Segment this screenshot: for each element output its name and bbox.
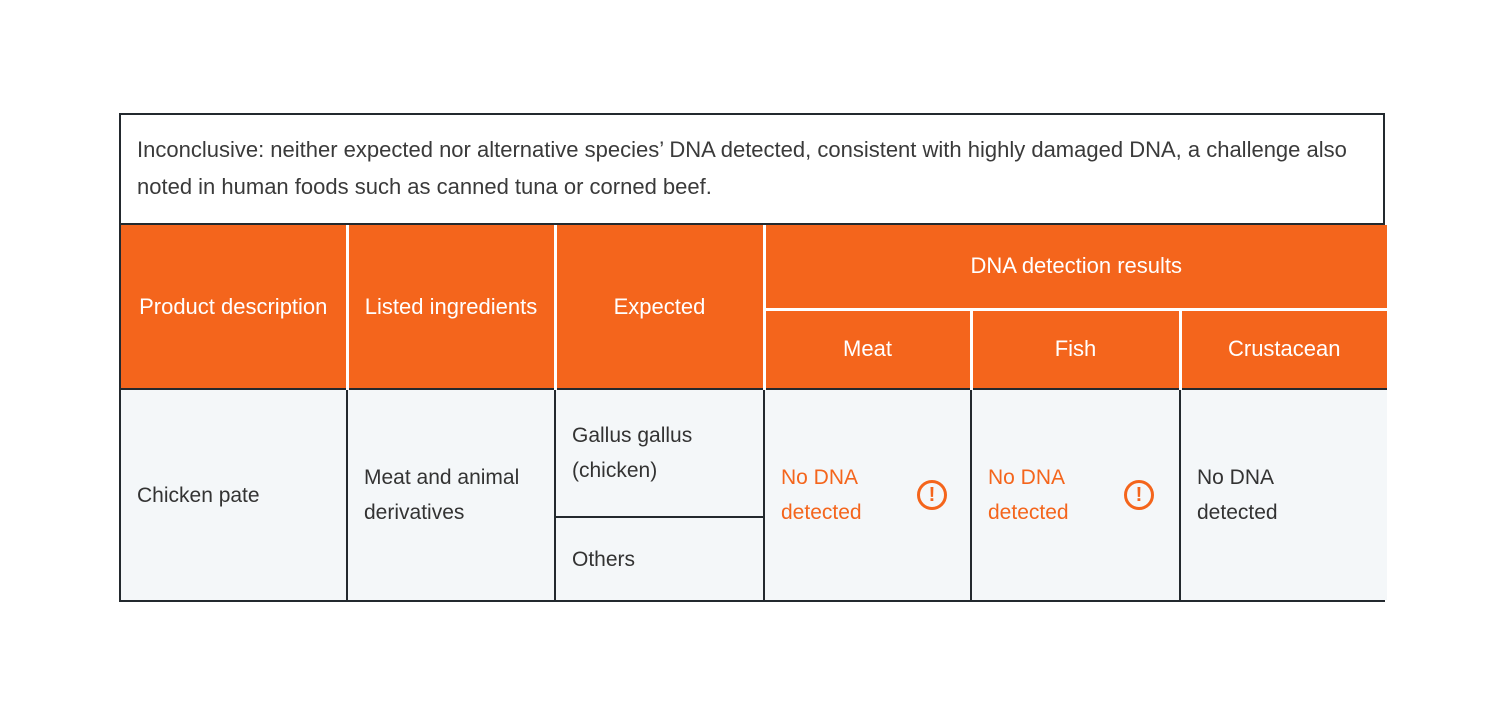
- warning-glyph: !: [1135, 484, 1143, 506]
- crustacean-result-text: No DNA detected: [1197, 466, 1278, 524]
- col-header-crustacean: Crustacean: [1178, 309, 1387, 389]
- table-header: Product description Listed ingredients E…: [121, 225, 1387, 389]
- dna-results-table: Product description Listed ingredients E…: [121, 225, 1387, 600]
- col-header-meat: Meat: [762, 309, 971, 389]
- cell-listed-ingredients: Meat and animal derivatives: [346, 388, 556, 600]
- cell-meat-result: No DNA detected !: [763, 388, 972, 600]
- table-row: Others: [121, 516, 1387, 600]
- cell-fish-result: No DNA detected !: [970, 388, 1181, 600]
- fish-result-text: No DNA detected: [988, 466, 1069, 524]
- fish-result-content: No DNA detected !: [988, 460, 1163, 530]
- cell-expected-primary: Gallus gallus (chicken): [554, 388, 765, 517]
- col-header-listed-ingredients: Listed ingredients: [345, 225, 555, 389]
- warning-icon: !: [917, 480, 947, 510]
- meat-result-content: No DNA detected !: [781, 460, 954, 530]
- meat-result-text: No DNA detected: [781, 466, 862, 524]
- cell-product-description: Chicken pate: [121, 388, 348, 600]
- col-header-fish: Fish: [969, 309, 1180, 389]
- col-header-product-description: Product description: [121, 225, 347, 389]
- results-panel: Inconclusive: neither expected nor alter…: [119, 113, 1387, 602]
- col-header-dna-detection-results: DNA detection results: [762, 225, 1387, 311]
- col-header-expected: Expected: [553, 225, 764, 389]
- warning-icon: !: [1124, 480, 1154, 510]
- table-row: Chicken pate Meat and animal derivatives…: [121, 388, 1387, 600]
- inconclusive-note: Inconclusive: neither expected nor alter…: [121, 115, 1383, 225]
- crustacean-result-content: No DNA detected: [1197, 460, 1371, 530]
- warning-glyph: !: [928, 484, 936, 506]
- cell-crustacean-result: No DNA detected: [1179, 388, 1387, 600]
- table-body: Chicken pate Meat and animal derivatives…: [121, 388, 1387, 600]
- cell-expected-others: Others: [555, 516, 764, 600]
